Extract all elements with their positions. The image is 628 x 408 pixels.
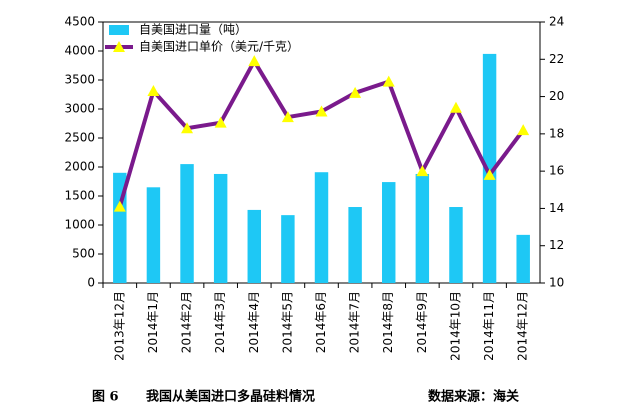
marker <box>315 105 328 117</box>
marker <box>416 165 429 177</box>
y-tick-label: 3500 <box>64 73 95 87</box>
y-tick-label: 3000 <box>64 102 95 116</box>
x-tick-label: 2014年1月 <box>146 291 160 353</box>
marker <box>281 111 294 123</box>
bar <box>180 164 194 283</box>
y-tick-label: 4500 <box>64 15 95 29</box>
marker <box>483 168 496 180</box>
x-tick-label: 2014年8月 <box>381 291 395 353</box>
figure-label: 图 6 <box>92 390 119 405</box>
bar <box>382 182 396 283</box>
y2-tick-label: 18 <box>549 126 564 140</box>
x-tick-label: 2014年4月 <box>247 291 261 353</box>
marker <box>349 86 362 98</box>
y-tick-label: 0 <box>87 276 95 290</box>
x-tick-label: 2014年6月 <box>314 291 328 353</box>
x-tick-label: 2014年10月 <box>448 291 462 361</box>
bar <box>348 207 362 283</box>
y2-tick-label: 16 <box>549 164 564 178</box>
bar <box>449 207 463 283</box>
caption-title: 我国从美国进口多晶硅料情况 <box>146 389 315 405</box>
y2-tick-label: 22 <box>549 52 564 66</box>
marker <box>248 55 261 67</box>
legend-marker <box>113 41 125 52</box>
bar <box>247 209 261 283</box>
marker <box>449 101 462 113</box>
bar <box>146 187 161 283</box>
bar <box>281 215 295 283</box>
marker <box>181 122 194 134</box>
x-tick-label: 2014年2月 <box>180 291 194 353</box>
marker <box>214 116 227 128</box>
legend-label: 自美国进口单价（美元/千克） <box>139 40 299 54</box>
caption-source: 数据来源：海关 <box>428 389 519 405</box>
marker <box>113 200 126 212</box>
x-tick-label: 2014年9月 <box>415 291 429 353</box>
y2-tick-label: 24 <box>549 15 564 29</box>
legend-label: 自美国进口量（吨） <box>139 23 247 37</box>
x-tick-label: 2014年11月 <box>482 291 496 361</box>
y2-tick-label: 20 <box>549 89 564 103</box>
bar <box>213 173 228 283</box>
legend-swatch <box>109 25 129 35</box>
y-tick-label: 1500 <box>64 189 95 203</box>
y-tick-label: 1000 <box>64 218 95 232</box>
x-tick-label: 2014年12月 <box>516 291 530 361</box>
y-tick-label: 2500 <box>64 131 95 145</box>
y2-tick-label: 14 <box>549 201 564 215</box>
marker <box>382 75 395 87</box>
bar <box>482 53 497 284</box>
x-tick-label: 2014年3月 <box>213 291 227 353</box>
bar <box>516 234 530 283</box>
y2-tick-label: 10 <box>549 276 564 290</box>
y2-tick-label: 12 <box>549 238 564 252</box>
y-tick-label: 4000 <box>64 44 95 58</box>
y-tick-label: 2000 <box>64 160 95 174</box>
marker <box>147 84 160 96</box>
bar <box>415 173 430 283</box>
x-tick-label: 2013年12月 <box>112 291 126 361</box>
y-tick-label: 500 <box>72 247 95 261</box>
marker <box>517 124 530 136</box>
x-tick-label: 2014年5月 <box>280 291 294 353</box>
x-tick-label: 2014年7月 <box>348 291 362 353</box>
bar <box>314 172 329 283</box>
